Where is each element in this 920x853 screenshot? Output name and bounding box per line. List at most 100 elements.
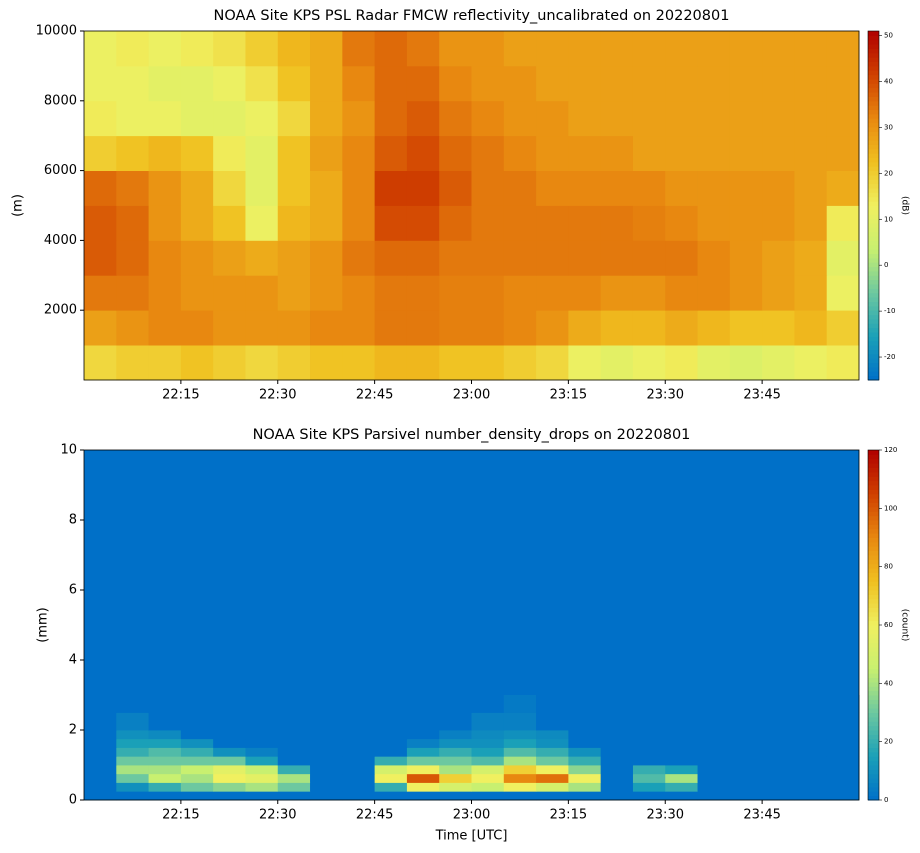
colorbar-segment [868,70,879,76]
heat-cell [503,756,537,766]
heat-cell [310,240,343,276]
heat-cell [503,765,537,775]
heat-cell [697,345,731,381]
heat-cell [406,135,440,171]
heat-cell [632,738,666,748]
colorbar-segment [868,734,879,740]
heat-cell [439,100,472,137]
colorbar-segment [868,712,879,718]
heat-cell [762,712,795,731]
heat-cell [213,205,246,241]
colorbar-segment [868,568,879,573]
heat-cell [600,65,634,102]
colorbar-segment [868,275,879,281]
heat-cell [762,65,795,102]
y-tick-label: 10000 [36,24,77,39]
heat-cell [84,205,117,241]
heat-cell [729,747,763,757]
heat-cell [471,712,505,731]
heat-cell [374,240,408,276]
heat-cell [84,695,117,713]
colorbar-segment [868,450,879,455]
colorbar-segment [868,651,879,657]
heat-cell [762,730,795,740]
colorbar-segment [868,113,879,119]
colorbar-segment [868,485,879,490]
heat-cell [665,756,698,766]
heat-cell [116,310,149,346]
colorbar-segment [868,550,879,556]
heat-cell [310,135,343,171]
heat-cell [406,765,440,775]
heat-cell [439,65,472,102]
heat-cell [213,170,246,206]
heat-cell [374,310,408,346]
colorbar-segment [868,353,879,359]
heat-cell [729,782,763,792]
heat-cell [310,738,343,748]
heat-cell [794,170,828,206]
heat-cell [794,65,828,102]
x-tick-label: 23:15 [550,388,587,403]
heat-cell [536,756,569,766]
heat-cell [762,695,795,713]
heat-cell [536,791,569,801]
heat-cell [342,100,376,137]
heat-cell [762,782,795,792]
heat-cell [148,100,182,137]
heat-cell [439,782,472,792]
heat-cell [568,747,602,757]
colorbar-segment [868,541,879,547]
heat-cell [277,100,311,137]
heat-cell [406,275,440,311]
heat-cell [794,765,828,775]
heat-cell [245,791,279,801]
heat-cell [600,773,634,783]
heat-cell [697,100,731,137]
heat-cell [310,712,343,731]
colorbar-segment [868,96,879,102]
heat-cell [84,791,117,801]
heat-cell [310,695,343,713]
heat-cell [213,31,246,67]
heat-cell [84,730,117,740]
heat-cell [439,730,472,740]
colorbar-segment [868,480,879,486]
colorbar-segment [868,458,879,464]
heat-cell [826,765,860,775]
heat-cell [471,275,505,311]
heat-cell [277,791,311,801]
colorbar-segment [868,48,879,54]
heat-cell [471,765,505,775]
heat-cell [277,170,311,206]
heat-cell [471,170,505,206]
heat-cell [826,135,860,171]
heat-cell [600,205,634,241]
chart-title: NOAA Site KPS Parsivel number_density_dr… [253,427,691,443]
heat-cell [180,310,214,346]
heat-cell [439,695,472,713]
heat-cell [471,773,505,783]
colorbar-segment [868,349,879,355]
heat-cell [406,756,440,766]
heat-cell [600,712,634,731]
heat-cell [794,100,828,137]
y-tick-label: 4 [69,653,77,668]
heat-cell [697,310,731,346]
heat-cell [568,773,602,783]
heat-cell [762,765,795,775]
heat-cell [342,738,376,748]
heat-cell [245,170,279,206]
heat-cell [277,756,311,766]
heat-cell [536,135,569,171]
heat-cell [762,773,795,783]
y-tick-label: 6 [69,583,77,598]
heat-cell [665,65,698,102]
heat-cell [536,310,569,346]
heat-cell [180,791,214,801]
heat-cell [632,135,666,171]
heat-cell [277,765,311,775]
colorbar-segment [868,769,879,775]
heat-cell [794,205,828,241]
heat-cell [600,31,634,67]
